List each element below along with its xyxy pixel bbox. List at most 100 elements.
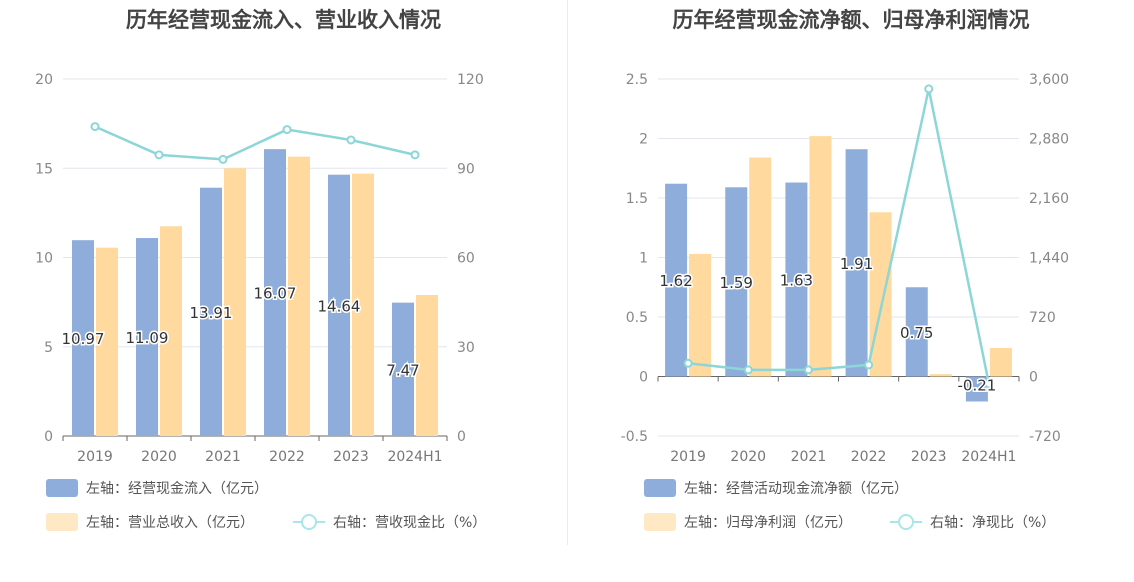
y-left-tick-label: 0: [44, 429, 53, 445]
y-right-tick-label: 30: [457, 340, 475, 356]
y-left-tick-label: 0: [639, 370, 648, 386]
bar-series-1: [136, 238, 158, 436]
data-label: -0.21: [958, 377, 997, 395]
legend-line-icon: [890, 513, 922, 531]
legend-item-bar-2[interactable]: 左轴：营业总收入（亿元）: [46, 512, 254, 532]
x-tick-label: 2021: [205, 449, 241, 465]
y-left-tick-label: 1: [639, 251, 648, 267]
y-right-tick-label: 2,160: [1029, 191, 1069, 207]
y-left-tick-label: 15: [35, 161, 53, 177]
line-point: [683, 358, 693, 368]
legend-label: 左轴：经营活动现金流净额（亿元）: [684, 481, 908, 497]
legend-label: 右轴：净现比（%）: [930, 515, 1056, 531]
legend-label: 左轴：归母净利润（亿元）: [684, 515, 852, 531]
line-point: [346, 135, 356, 145]
line-point: [90, 122, 100, 132]
chart-plot-left: 0 5 10 15 20 0 30 60 90 120 2019 2020 2021 2022 2023 20…: [35, 72, 484, 465]
y-right-tick-label: 3,600: [1029, 72, 1069, 88]
legend-item-bar-1[interactable]: 左轴：经营活动现金流净额（亿元）: [644, 478, 908, 498]
bar-series-2: [929, 374, 952, 377]
line-series: [94, 125, 416, 161]
y-right-tick-label: 0: [457, 429, 466, 445]
x-tick-label: 2019: [670, 449, 706, 465]
data-label: 0.75: [900, 324, 933, 342]
legend-item-line[interactable]: 右轴：营收现金比（%）: [293, 512, 486, 532]
legend-item-bar-1[interactable]: 左轴：经营现金流入（亿元）: [46, 478, 268, 498]
line-series: [687, 88, 991, 385]
bar-series-2: [416, 294, 438, 436]
y-right-tick-label: 60: [457, 251, 475, 267]
panel-divider: [567, 0, 568, 545]
line-point: [924, 84, 934, 94]
bar-series-2: [689, 253, 712, 377]
bar-series-2: [749, 157, 772, 377]
x-tick-label: 2019: [77, 449, 113, 465]
bar-series-2: [352, 173, 374, 437]
legend-item-bar-2[interactable]: 左轴：归母净利润（亿元）: [644, 512, 852, 532]
legend-label: 右轴：营收现金比（%）: [333, 515, 487, 531]
line-point: [218, 154, 228, 164]
chart-title: 历年经营现金流净额、归母净利润情况: [672, 8, 1030, 32]
x-tick-label: 2020: [141, 449, 177, 465]
y-right-tick-label: 120: [457, 72, 484, 88]
bar-series-2: [809, 136, 832, 377]
bar-series-2: [160, 226, 182, 436]
legend-swatch: [644, 513, 676, 531]
x-tick-label: 2024H1: [387, 449, 442, 465]
bar-series-1: [725, 187, 748, 377]
chart-plot-right: -0.5 0 0.5 1 1.5 2 2.5 -720 0 720 1,440 2,160 2,880 3…: [621, 72, 1069, 465]
legend-label: 左轴：经营现金流入（亿元）: [86, 481, 268, 497]
data-label: 14.64: [318, 297, 361, 315]
bar-series-1: [965, 376, 988, 402]
y-left-tick-label: 2.5: [626, 72, 648, 88]
data-label: 1.62: [659, 272, 692, 290]
y-right-tick-label: 1,440: [1029, 251, 1069, 267]
x-tick-label: 2023: [911, 449, 947, 465]
x-tick-label: 2020: [730, 449, 766, 465]
x-tick-label: 2022: [851, 449, 887, 465]
chart-panel-right: 历年经营现金流净额、归母净利润情况 -0.5 0 0.5 1 1.5 2 2.5 -720 0 7…: [568, 0, 1134, 545]
y-right-tick-label: 2,880: [1029, 132, 1069, 148]
y-left-tick-label: -0.5: [621, 429, 648, 445]
bar-series-1: [905, 287, 928, 377]
chart-panel-left: 历年经营现金流入、营业收入情况 0 5 10 15 20 0 30 60 90 120 2019 20…: [0, 0, 567, 545]
y-right-tick-label: 720: [1029, 310, 1056, 326]
y-left-tick-label: 10: [35, 251, 53, 267]
line-point: [410, 150, 420, 160]
y-left-tick-label: 5: [44, 340, 53, 356]
chart-title: 历年经营现金流入、营业收入情况: [126, 8, 441, 32]
bar-series-2: [96, 247, 118, 436]
bar-series-2: [989, 347, 1012, 377]
data-label: 11.09: [126, 329, 169, 347]
x-tick-label: 2021: [791, 449, 827, 465]
bar-series-2: [869, 212, 892, 377]
bar-series-2: [224, 168, 246, 436]
line-point: [743, 365, 753, 375]
bar-series-2: [288, 156, 310, 436]
data-label: 1.63: [780, 272, 813, 290]
y-left-tick-label: 2: [639, 132, 648, 148]
y-left-tick-label: 1.5: [626, 191, 648, 207]
data-label: 7.47: [386, 361, 419, 379]
data-label: 16.07: [254, 285, 297, 303]
y-right-tick-label: -720: [1029, 429, 1061, 445]
legend-line-icon: [293, 513, 325, 531]
x-tick-label: 2024H1: [961, 449, 1016, 465]
data-label: 1.59: [720, 274, 753, 292]
legend-label: 左轴：营业总收入（亿元）: [86, 515, 254, 531]
y-left-tick-label: 0.5: [626, 310, 648, 326]
bar-series-1: [845, 149, 868, 377]
legend-item-line[interactable]: 右轴：净现比（%）: [890, 512, 1055, 532]
y-right-tick-label: 0: [1029, 370, 1038, 386]
data-label: 10.97: [62, 330, 105, 348]
line-point: [282, 125, 292, 135]
x-tick-label: 2023: [333, 449, 369, 465]
data-label: 13.91: [190, 304, 233, 322]
bar-series-1: [200, 187, 222, 436]
bar-series-1: [264, 149, 286, 436]
legend-swatch: [46, 479, 78, 497]
line-point: [984, 379, 994, 389]
data-label: 1.91: [840, 255, 873, 273]
bar-series-1: [72, 240, 94, 436]
line-point: [803, 365, 813, 375]
